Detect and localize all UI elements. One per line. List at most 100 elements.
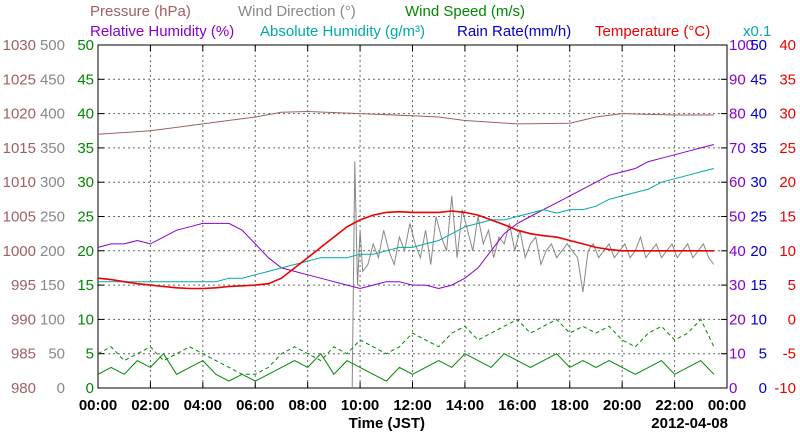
y-tick-label-pressure: 1015	[3, 140, 36, 157]
y-tick-label-rain_rate: 10	[750, 311, 767, 328]
y-tick-label-wind_speed: 5	[86, 346, 94, 363]
y-tick-label-relative_humidity: 90	[729, 71, 746, 88]
y-tick-label-wind_direction: 200	[40, 243, 65, 260]
y-tick-label-temperature: -10	[774, 380, 796, 397]
y-tick-label-pressure: 990	[11, 311, 36, 328]
y-tick-label-relative_humidity: 50	[729, 209, 746, 226]
y-tick-label-wind_direction: 400	[40, 106, 65, 123]
y-tick-label-rain_rate: 40	[750, 106, 767, 123]
y-tick-label-wind_direction: 300	[40, 174, 65, 191]
y-tick-label-wind_direction: 500	[40, 37, 65, 54]
legend-relative-humidity: Relative Humidity (%)	[90, 23, 234, 40]
x-tick-label: 10:00	[341, 397, 379, 414]
y-tick-label-wind_speed: 35	[77, 140, 94, 157]
y-tick-label-rain_rate: 5	[759, 346, 767, 363]
x-tick-label: 12:00	[393, 397, 431, 414]
x-tick-label: 00:00	[708, 397, 746, 414]
legend-row-1: Pressure (hPa) Wind Direction (°) Wind S…	[90, 3, 525, 20]
y-tick-label-temperature: 15	[779, 209, 796, 226]
x-tick-label: 14:00	[446, 397, 484, 414]
y-tick-label-temperature: 0	[788, 311, 796, 328]
y-tick-label-wind_speed: 50	[77, 37, 94, 54]
series-line-absolute-humidity-g-m	[98, 168, 715, 283]
legend-row-2: Relative Humidity (%) Absolute Humidity …	[90, 23, 771, 40]
x-axis-label: Time (JST)	[349, 415, 425, 432]
y-tick-label-wind_direction: 250	[40, 209, 65, 226]
y-tick-label-pressure: 1000	[3, 243, 36, 260]
y-tick-label-pressure: 1030	[3, 37, 36, 54]
y-tick-label-wind_speed: 10	[77, 311, 94, 328]
x-tick-label: 00:00	[79, 397, 117, 414]
y-tick-label-rain_rate: 25	[750, 209, 767, 226]
series-line-temperature-c	[97, 210, 714, 290]
x-tick-label: 06:00	[236, 397, 274, 414]
legend-absolute-humidity: Absolute Humidity (g/m³)	[260, 23, 425, 40]
y-tick-label-rain_rate: 50	[750, 37, 767, 54]
x-tick-label: 20:00	[603, 397, 641, 414]
y-tick-label-wind_direction: 0	[57, 380, 65, 397]
y-tick-label-wind_speed: 25	[77, 209, 94, 226]
series-line-wind-speed-m-s	[97, 352, 715, 382]
y-tick-label-rain_rate: 35	[750, 140, 767, 157]
y-tick-label-relative_humidity: 60	[729, 174, 746, 191]
series-line-wind-speed-gust-m-s	[97, 318, 715, 375]
y-tick-label-relative_humidity: 40	[729, 243, 746, 260]
y-tick-label-relative_humidity: 70	[729, 140, 746, 157]
x-tick-label: 16:00	[498, 397, 536, 414]
y-tick-label-temperature: 25	[779, 140, 796, 157]
legend-wind-direction: Wind Direction (°)	[238, 3, 356, 20]
x-tick-label: 22:00	[655, 397, 693, 414]
y-tick-label-wind_direction: 50	[48, 346, 65, 363]
y-tick-label-relative_humidity: 80	[729, 106, 746, 123]
y-tick-label-rain_rate: 30	[750, 174, 767, 191]
series-line-pressure-hpa	[97, 110, 714, 135]
y-tick-label-pressure: 1025	[3, 71, 36, 88]
y-tick-label-temperature: -5	[783, 346, 796, 363]
x-tick-label: 18:00	[551, 397, 589, 414]
y-tick-label-relative_humidity: 30	[729, 277, 746, 294]
scale-note: x0.1	[743, 23, 771, 40]
y-tick-label-wind_speed: 30	[77, 174, 94, 191]
legend-rain-rate: Rain Rate(mm/h)	[457, 23, 571, 40]
y-tick-label-rain_rate: 0	[759, 380, 767, 397]
y-tick-label-temperature: 20	[779, 174, 796, 191]
y-tick-label-wind_speed: 20	[77, 243, 94, 260]
y-tick-label-relative_humidity: 100	[729, 37, 754, 54]
legend-pressure: Pressure (hPa)	[90, 3, 191, 20]
axes-layer: 9809859909951000100510101015102010251030…	[3, 37, 796, 414]
series-line-relative-humidity	[97, 144, 715, 290]
y-tick-label-pressure: 1010	[3, 174, 36, 191]
y-tick-label-relative_humidity: 0	[729, 380, 737, 397]
y-tick-label-wind_speed: 0	[86, 380, 94, 397]
y-tick-label-temperature: 40	[779, 37, 796, 54]
y-tick-label-rain_rate: 20	[750, 243, 767, 260]
y-tick-label-wind_direction: 150	[40, 277, 65, 294]
y-tick-label-relative_humidity: 10	[729, 346, 746, 363]
y-tick-label-wind_speed: 45	[77, 71, 94, 88]
y-tick-label-temperature: 5	[788, 277, 796, 294]
y-tick-label-temperature: 10	[779, 243, 796, 260]
y-tick-label-wind_speed: 40	[77, 106, 94, 123]
legend-temperature: Temperature (°C)	[595, 23, 710, 40]
date-label: 2012-04-08	[651, 415, 728, 432]
y-tick-label-pressure: 985	[11, 346, 36, 363]
x-tick-label: 02:00	[131, 397, 169, 414]
y-tick-label-pressure: 995	[11, 277, 36, 294]
y-tick-label-relative_humidity: 20	[729, 311, 746, 328]
y-tick-label-wind_direction: 450	[40, 71, 65, 88]
plot-layer	[97, 110, 715, 389]
x-tick-label: 08:00	[288, 397, 326, 414]
series-line-wind-direction	[351, 161, 715, 389]
y-tick-label-temperature: 30	[779, 106, 796, 123]
y-tick-label-wind_direction: 100	[40, 311, 65, 328]
y-tick-label-pressure: 1020	[3, 106, 36, 123]
x-tick-label: 04:00	[184, 397, 222, 414]
y-tick-label-pressure: 980	[11, 380, 36, 397]
y-tick-label-rain_rate: 15	[750, 277, 767, 294]
y-tick-label-wind_speed: 15	[77, 277, 94, 294]
y-tick-label-temperature: 35	[779, 71, 796, 88]
legend-wind-speed: Wind Speed (m/s)	[405, 3, 525, 20]
y-tick-label-pressure: 1005	[3, 209, 36, 226]
y-tick-label-rain_rate: 45	[750, 71, 767, 88]
